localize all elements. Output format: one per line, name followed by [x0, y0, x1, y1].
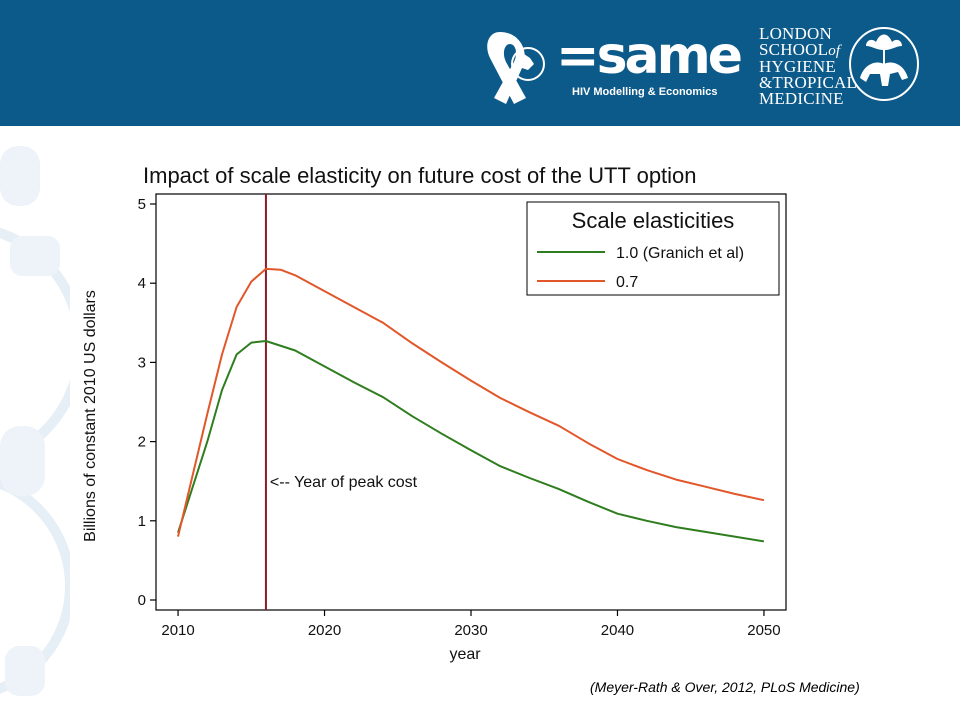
legend-title: Scale elasticities: [572, 208, 735, 233]
x-axis-label: year: [449, 646, 481, 663]
institution-crest-icon: [849, 27, 919, 101]
y-axis: 0 1 2 3 4 5: [138, 196, 156, 609]
series-line-1: [177, 267, 765, 537]
institution-line-1: LONDON: [759, 24, 832, 43]
y-tick-label-3: 3: [138, 354, 146, 371]
citation: (Meyer-Rath & Over, 2012, PLoS Medicine): [590, 679, 860, 695]
legend: Scale elasticities 1.0 (Granich et al) 0.…: [526, 201, 780, 296]
chart-title: Impact of scale elasticity on future cos…: [143, 163, 697, 188]
x-tick-label-4: 2050: [747, 622, 780, 639]
background-seal-watermark: [0, 146, 70, 696]
institution-line-2: SCHOOLof: [759, 40, 857, 59]
line-chart: Impact of scale elasticity on future cos…: [82, 163, 787, 663]
institution-line-5: MEDICINE: [759, 89, 844, 108]
y-tick-label-1: 1: [138, 513, 146, 530]
y-axis-label: Billions of constant 2010 US dollars: [82, 290, 99, 542]
peak-year-annotation: <-- Year of peak cost: [270, 474, 418, 491]
y-tick-label-5: 5: [138, 196, 146, 213]
series-line-0: [177, 340, 765, 543]
institution-name: LONDON SCHOOLof HYGIENE &TROPICAL MEDICI…: [759, 24, 858, 108]
x-tick-label-0: 2010: [161, 622, 194, 639]
legend-label-0: 1.0 (Granich et al): [616, 245, 744, 262]
institution-line-4: &TROPICAL: [759, 73, 858, 92]
chart-container: Impact of scale elasticity on future cos…: [70, 150, 810, 670]
legend-entries: 1.0 (Granich et al) 0.7: [537, 245, 744, 291]
institution-line-2b: of: [828, 43, 841, 59]
x-axis: 2010 2020 2030 2040 2050: [161, 610, 781, 639]
y-tick-label-2: 2: [138, 434, 146, 451]
y-tick-label-4: 4: [138, 275, 146, 292]
brand-name: =same: [556, 26, 743, 86]
y-tick-label-0: 0: [138, 592, 146, 609]
x-tick-label-3: 2040: [601, 622, 634, 639]
legend-label-1: 0.7: [616, 274, 638, 291]
awareness-ribbon-logo: [487, 32, 545, 104]
x-tick-label-2: 2030: [454, 622, 487, 639]
brand-subtitle: HIV Modelling & Economics: [572, 86, 718, 98]
institution-line-3: HYGIENE: [759, 57, 836, 76]
series-lines: [177, 267, 765, 543]
header-band: [0, 0, 960, 126]
institution-line-2a: SCHOOL: [759, 40, 829, 59]
legend-box: [526, 201, 780, 296]
x-tick-label-1: 2020: [308, 622, 341, 639]
